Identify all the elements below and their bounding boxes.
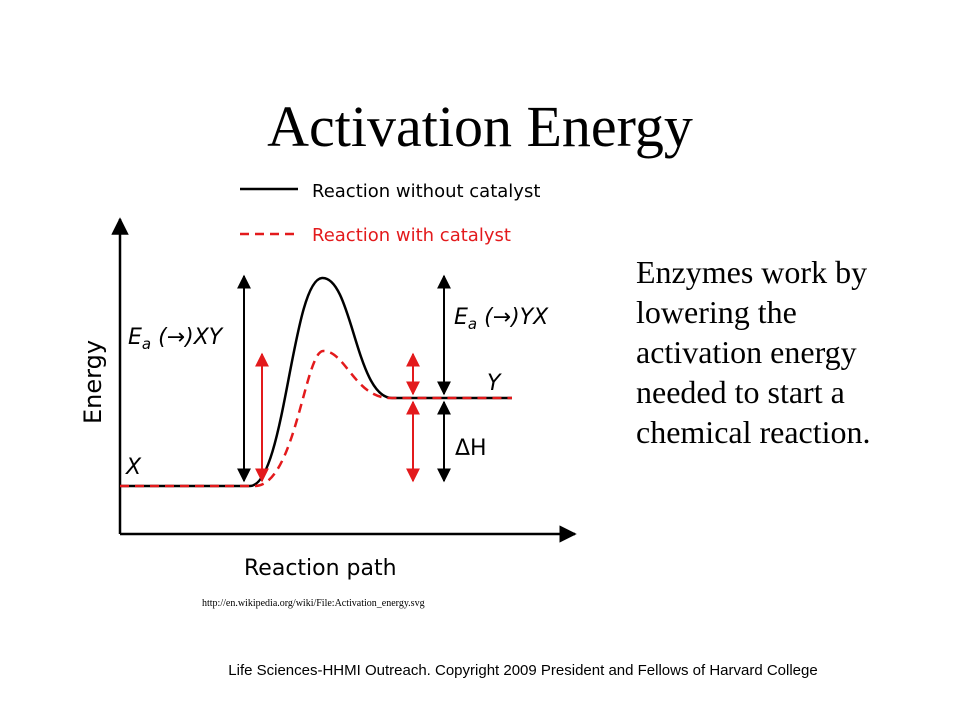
legend-label-without-catalyst: Reaction without catalyst: [312, 181, 540, 202]
body-line: lowering the: [636, 294, 797, 330]
x-axis-label: Reaction path: [244, 556, 397, 581]
ea-reverse-label: Ea (→)YX: [454, 305, 549, 333]
delta-h-label: ΔH: [455, 436, 487, 461]
curve-without-catalyst: [120, 276, 512, 488]
legend: Reaction without catalyst Reaction with …: [240, 181, 540, 246]
product-label: Y: [487, 371, 502, 396]
curve-with-catalyst: [120, 349, 512, 488]
ea-reverse-sub: a: [468, 315, 477, 333]
body-line: needed to start a: [636, 374, 845, 410]
copyright-footer: Life Sciences-HHMI Outreach. Copyright 2…: [228, 662, 818, 679]
ea-forward-main: E: [128, 325, 142, 350]
body-text: Enzymes work by lowering the activation …: [636, 252, 936, 452]
legend-label-with-catalyst: Reaction with catalyst: [312, 225, 511, 246]
ea-forward-label: Ea (→)XY: [128, 325, 224, 353]
y-axis-label: Energy: [79, 340, 107, 424]
source-url[interactable]: http://en.wikipedia.org/wiki/File:Activa…: [202, 598, 425, 609]
reactant-label: X: [125, 455, 142, 480]
axes: [111, 217, 577, 543]
body-line: activation energy: [636, 334, 857, 370]
body-line: chemical reaction.: [636, 414, 871, 450]
ea-reverse-main: E: [454, 305, 468, 330]
ea-forward-rest: (→)XY: [151, 325, 224, 350]
ea-reverse-rest: (→)YX: [477, 305, 549, 330]
ea-forward-sub: a: [142, 335, 151, 353]
slide-title: Activation Energy: [267, 94, 693, 159]
body-line: Enzymes work by: [636, 254, 868, 290]
